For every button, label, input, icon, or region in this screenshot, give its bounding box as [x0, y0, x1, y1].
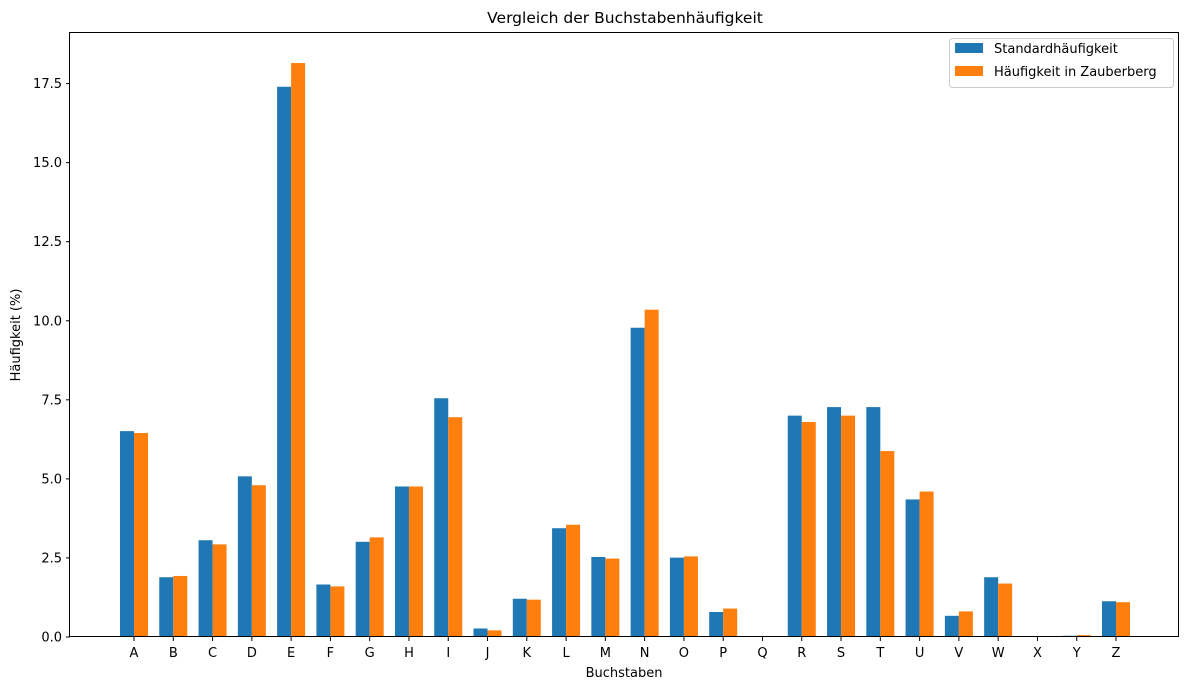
x-tick-label-f: F: [327, 646, 334, 661]
bar-j-series-1: [473, 628, 488, 637]
y-axis-label: Häufigkeit (%): [9, 289, 24, 382]
legend-label: Standardhäufigkeit: [994, 42, 1118, 57]
bar-u-series-1: [905, 499, 920, 637]
bar-v-series-2: [958, 611, 973, 637]
bar-k-series-1: [512, 598, 527, 637]
bar-d-series-1: [237, 476, 252, 637]
bar-g-series-1: [355, 541, 370, 637]
bar-l-series-2: [566, 524, 581, 637]
bar-m-series-1: [591, 556, 606, 637]
y-axis: 0.0 2.5 5.0 7.5 10.0 12.5 15.0 17.5: [33, 77, 70, 646]
bar-a-series-2: [134, 433, 148, 637]
bar-l-series-1: [552, 528, 567, 637]
x-tick-label-t: T: [875, 646, 884, 661]
x-axis: A B C D E F G H I J K L M N O P Q R S T U V W X Y Z: [130, 637, 1121, 661]
y-tick-label: 0.0: [41, 631, 62, 646]
bar-j-series-2: [487, 630, 502, 637]
x-tick-label-j: J: [485, 646, 490, 661]
x-tick-label-e: E: [287, 646, 295, 661]
plot-frame: [69, 32, 1179, 637]
x-tick-label-n: N: [640, 646, 650, 661]
bar-v-series-1: [944, 615, 959, 637]
bar-s-series-2: [841, 415, 856, 637]
bar-r-series-2: [801, 421, 816, 637]
bar-n-series-1: [630, 327, 645, 637]
bar-i-series-1: [434, 398, 449, 637]
bar-p-series-2: [723, 608, 738, 637]
y-tick-label: 5.0: [41, 472, 62, 487]
x-tick-label-y: Y: [1072, 646, 1081, 661]
legend-box: [949, 38, 1174, 88]
bar-h-series-2: [408, 486, 423, 637]
legend: Standardhäufigkeit Häufigkeit in Zauberb…: [949, 38, 1174, 88]
bar-d-series-2: [251, 485, 266, 637]
x-tick-label-b: B: [169, 646, 178, 661]
bar-k-series-2: [526, 599, 541, 637]
bar-i-series-2: [448, 417, 463, 637]
bars-group: [120, 63, 1130, 638]
bar-a-series-1: [120, 431, 134, 637]
bar-s-series-1: [827, 407, 842, 637]
x-tick-label-o: O: [679, 646, 689, 661]
x-tick-label-s: S: [837, 646, 845, 661]
bar-n-series-2: [644, 309, 659, 637]
bar-m-series-2: [605, 558, 620, 637]
bar-t-series-2: [880, 451, 895, 637]
x-tick-label-a: A: [130, 646, 139, 661]
bar-g-series-2: [369, 537, 384, 637]
legend-swatch: [955, 43, 983, 53]
bar-w-series-1: [984, 577, 999, 637]
x-tick-label-p: P: [719, 646, 727, 661]
bar-z-series-1: [1102, 601, 1116, 637]
x-tick-label-i: I: [446, 646, 450, 661]
bar-f-series-1: [316, 584, 331, 637]
y-tick-label: 12.5: [33, 235, 62, 250]
x-tick-label-g: G: [365, 646, 375, 661]
bar-p-series-1: [709, 612, 724, 637]
x-tick-label-q: Q: [757, 646, 767, 661]
bar-h-series-1: [394, 486, 409, 637]
x-tick-label-v: V: [954, 646, 963, 661]
x-tick-label-r: R: [797, 646, 806, 661]
y-tick-label: 15.0: [33, 156, 62, 171]
x-tick-label-w: W: [992, 646, 1005, 661]
bar-f-series-2: [330, 586, 345, 637]
legend-swatch: [955, 66, 983, 76]
bar-r-series-1: [787, 415, 802, 637]
y-tick-label: 17.5: [33, 77, 62, 92]
y-tick-label: 2.5: [41, 551, 62, 566]
bar-z-series-2: [1116, 602, 1130, 637]
bar-b-series-1: [159, 577, 174, 637]
bar-o-series-1: [669, 557, 684, 637]
bar-c-series-1: [198, 540, 213, 637]
y-tick-label: 10.0: [33, 314, 62, 329]
x-tick-label-k: K: [523, 646, 532, 661]
x-axis-label: Buchstaben: [586, 666, 663, 681]
bar-w-series-2: [998, 583, 1013, 637]
x-tick-label-u: U: [915, 646, 925, 661]
bar-c-series-2: [212, 544, 227, 637]
x-tick-label-c: C: [208, 646, 217, 661]
y-tick-label: 7.5: [41, 393, 62, 408]
x-tick-label-h: H: [404, 646, 414, 661]
x-tick-label-l: L: [562, 646, 570, 661]
bar-e-series-1: [277, 86, 292, 638]
legend-label: Häufigkeit in Zauberberg: [994, 65, 1157, 80]
bar-o-series-2: [683, 556, 698, 637]
x-tick-label-d: D: [247, 646, 257, 661]
bar-u-series-2: [919, 491, 934, 637]
chart-title: Vergleich der Buchstabenhäufigkeit: [487, 9, 763, 27]
bar-t-series-1: [866, 407, 881, 637]
x-tick-label-x: X: [1033, 646, 1042, 661]
x-tick-label-z: Z: [1112, 646, 1121, 661]
bar-b-series-2: [173, 575, 188, 637]
bar-e-series-2: [291, 63, 306, 638]
x-tick-label-m: M: [600, 646, 611, 661]
